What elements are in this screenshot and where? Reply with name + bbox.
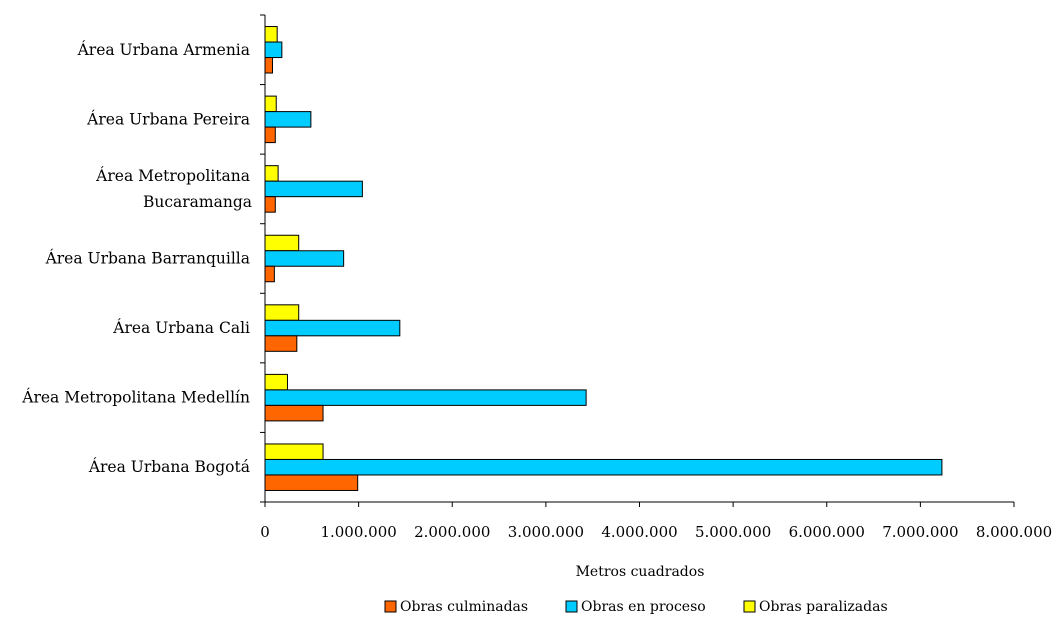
legend-swatch	[565, 600, 578, 613]
bar-obras-paralizadas	[264, 443, 324, 460]
bar-obras-paralizadas	[264, 373, 288, 391]
x-tick-labels: 0 1.000.000 2.000.000 3.000.000 4.000.000 5.0…	[260, 523, 1052, 541]
bar-obras-en-proceso	[264, 250, 345, 267]
x-tick-label: 4.000.000	[601, 523, 677, 541]
bar-obras-paralizadas	[264, 165, 279, 182]
legend-swatch	[743, 600, 756, 613]
bar-obras-culminadas	[264, 126, 276, 144]
category-label: Área Urbana Bogotá	[88, 458, 250, 476]
legend-label: Obras en proceso	[581, 599, 706, 615]
bar-obras-culminadas	[264, 265, 275, 283]
bar-obras-en-proceso	[264, 458, 943, 476]
bar-obras-en-proceso	[264, 389, 587, 406]
category-label: Área Urbana Cali	[112, 319, 250, 337]
bar-obras-paralizadas	[264, 26, 278, 43]
x-axis-title: Metros cuadrados	[576, 564, 705, 580]
x-tick-label: 1.000.000	[320, 523, 396, 541]
bar-obras-culminadas	[264, 404, 324, 422]
category-label: Área Urbana Barranquilla	[45, 250, 250, 268]
bar-obras-en-proceso	[264, 319, 401, 337]
x-tick-label: 8.000.000	[976, 523, 1052, 541]
legend: Obras culminadas Obras en proceso Obras pa…	[384, 599, 888, 615]
legend-label: Obras culminadas	[400, 599, 528, 615]
bar-obras-en-proceso	[264, 111, 312, 128]
bar-obras-culminadas	[264, 196, 276, 213]
category-label: Área Metropolitana Medellín	[21, 389, 250, 407]
bar-obras-paralizadas	[264, 95, 277, 113]
x-tick-label: 6.000.000	[789, 523, 865, 541]
x-tick-label: 5.000.000	[695, 523, 771, 541]
bar-obras-culminadas	[264, 474, 359, 491]
legend-label: Obras paralizadas	[759, 599, 888, 615]
bar-obras-en-proceso	[264, 180, 363, 198]
x-tick-label: 7.000.000	[882, 523, 958, 541]
category-label: Área Metropolitana Bucaramanga	[95, 167, 252, 211]
bar-obras-culminadas	[264, 57, 273, 74]
category-label: Área Urbana Armenia	[77, 41, 250, 59]
category-label: Área Urbana Pereira	[86, 110, 250, 128]
bars-group	[264, 26, 943, 491]
x-tick-label: 2.000.000	[414, 523, 490, 541]
category-labels: Área Urbana Bogotá Área Metropolitana Med…	[21, 41, 252, 476]
x-tick-label: 0	[260, 523, 270, 541]
x-tick-label: 3.000.000	[508, 523, 584, 541]
bar-obras-paralizadas	[264, 304, 300, 321]
bar-obras-paralizadas	[264, 234, 300, 252]
ticks-group	[260, 14, 1015, 507]
bar-obras-culminadas	[264, 335, 298, 352]
bar-obras-en-proceso	[264, 41, 283, 59]
legend-swatch	[384, 600, 397, 613]
axes-group	[264, 15, 1014, 503]
